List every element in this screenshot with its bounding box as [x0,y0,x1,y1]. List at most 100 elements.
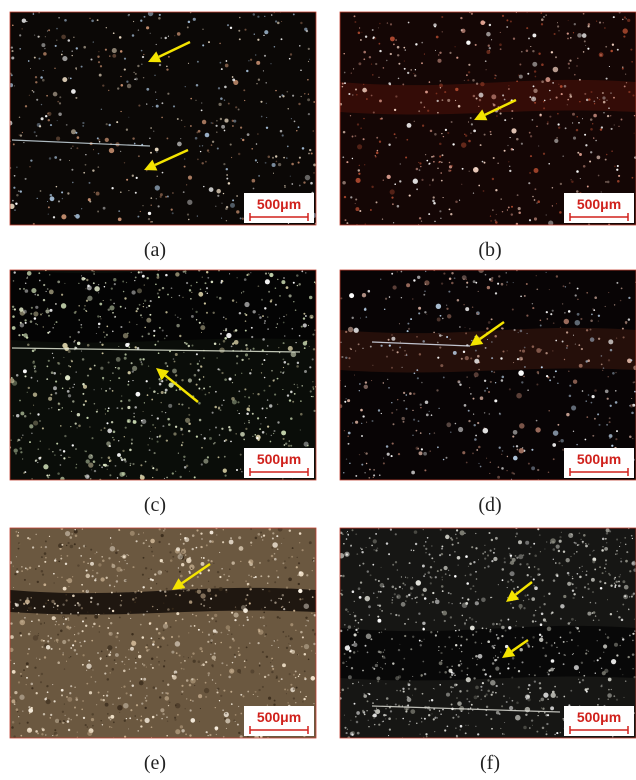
grain [444,646,446,648]
grain [241,373,242,374]
grain [437,100,439,102]
grain [304,28,307,31]
grain [579,576,582,579]
grain [137,288,142,293]
grain [564,359,565,360]
grain [41,639,44,642]
grain [16,603,19,606]
grain [507,350,508,351]
grain [530,46,531,47]
grain [345,219,347,221]
grain [236,355,238,357]
grain [348,432,351,435]
grain [411,471,415,475]
grain [146,687,148,689]
grain [431,557,433,559]
grain [611,689,612,690]
grain [626,18,627,19]
grain [199,379,201,381]
grain [540,12,542,14]
grain [456,714,457,715]
grain [71,533,73,535]
grain [68,365,69,366]
grain [202,28,204,30]
grain [27,653,29,655]
grain [185,343,187,345]
grain [26,666,28,668]
grain [590,602,592,604]
grain [202,44,204,46]
grain [174,719,176,721]
grain [586,571,588,573]
grain [154,573,156,575]
grain [302,636,304,638]
grain [622,674,623,675]
grain [106,422,108,424]
grain [166,477,168,479]
grain [470,707,471,708]
grain [479,99,481,101]
grain [572,589,574,591]
grain [362,670,364,672]
grain [24,579,26,581]
grain [108,309,110,311]
grain [606,542,607,543]
grain [148,305,150,307]
grain [201,603,202,604]
grain [548,163,550,165]
grain [209,607,210,608]
grain [124,720,126,722]
grain [451,165,453,167]
grain [146,307,148,309]
grain [437,342,439,344]
grain [203,387,205,389]
grain [382,721,383,722]
grain [148,218,150,220]
grain [44,561,46,563]
grain [208,672,211,675]
grain [473,95,476,98]
grain [264,676,266,678]
grain [553,579,556,582]
grain [110,299,112,301]
micrograph-panel: 500μm [8,11,317,225]
grain [437,717,438,718]
grain [54,156,57,159]
grain [566,641,567,642]
grain [494,399,497,402]
grain [228,575,230,577]
grain [46,474,48,476]
grain [169,551,171,553]
grain [344,624,346,626]
grain [345,357,347,359]
grain [580,318,582,320]
grain [496,634,498,636]
grain [26,336,28,338]
grain [436,598,438,600]
grain [272,157,274,159]
grain [478,654,483,659]
grain [100,367,103,370]
grain [509,170,511,172]
grain [138,29,139,30]
grain [288,108,289,109]
grain [590,118,593,121]
grain [147,277,149,279]
grain [94,365,96,367]
grain [344,715,345,716]
grain [87,375,89,377]
grain [463,351,465,353]
grain [212,122,213,123]
grain [414,688,416,690]
grain [460,725,463,728]
grain [448,291,450,293]
grain [167,418,170,421]
grain [229,669,234,674]
grain [626,551,628,553]
grain [103,695,105,697]
grain [83,561,85,563]
grain [225,318,227,320]
grain [462,597,464,599]
grain [577,152,579,154]
grain [34,57,36,59]
